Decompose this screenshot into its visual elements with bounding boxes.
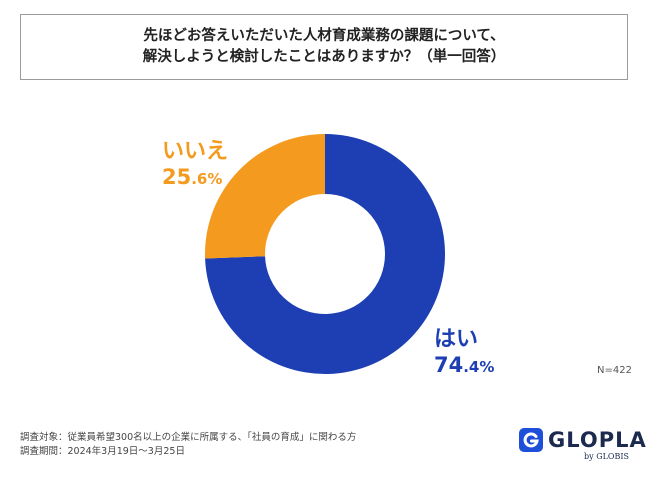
slice-value-no: 25.6% <box>162 167 228 188</box>
donut-slice-yes <box>205 134 445 374</box>
slice-label-yes: はい 74.4% <box>434 329 494 376</box>
question-box: 先ほどお答えいただいた人材育成業務の課題について、 解決しようと検討したことはあ… <box>20 14 628 80</box>
slice-name-no: いいえ <box>162 139 229 164</box>
sample-size-label: N=422 <box>597 365 632 376</box>
slice-value-yes: 74.4% <box>434 355 494 376</box>
survey-period: 調査期間：2024年3月19日〜3月25日 <box>20 446 185 457</box>
survey-target: 調査対象：従業員希望300名以上の企業に所属する、「社員の育成」に関わる方 <box>20 432 357 443</box>
glopla-logo-icon <box>519 428 543 452</box>
question-line-2: 解決しようと検討したことはありますか？（単一回答） <box>142 49 506 65</box>
slice-value-yes-int: 74 <box>434 353 464 377</box>
logo-text: GLOPLA <box>548 428 647 452</box>
glopla-logo: GLOPLA by GLOBIS <box>519 426 646 462</box>
donut-slice-no <box>205 134 325 259</box>
slice-value-no-int: 25 <box>162 165 192 189</box>
logo-subtext: by GLOBIS <box>584 452 629 461</box>
slice-value-no-dec: .6% <box>191 170 223 188</box>
survey-footer: 調査対象：従業員希望300名以上の企業に所属する、「社員の育成」に関わる方 調査… <box>20 431 356 459</box>
slice-label-no: いいえ 25.6% <box>162 141 228 188</box>
question-line-1: 先ほどお答えいただいた人材育成業務の課題について、 <box>143 28 505 44</box>
slice-value-yes-dec: .4% <box>463 358 495 376</box>
slice-name-yes: はい <box>434 327 479 352</box>
